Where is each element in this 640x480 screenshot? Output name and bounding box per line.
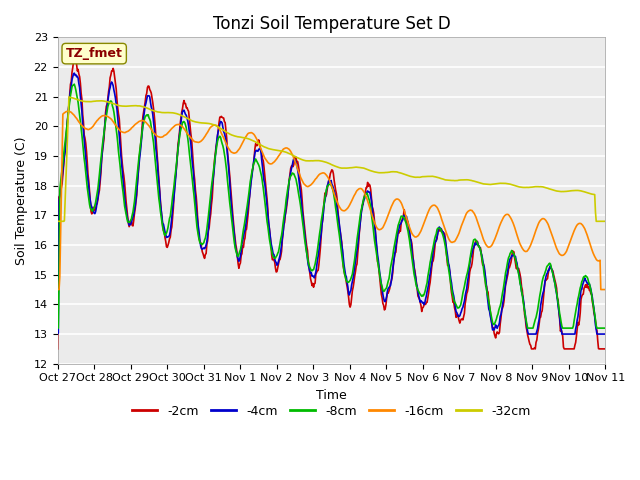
Title: Tonzi Soil Temperature Set D: Tonzi Soil Temperature Set D — [212, 15, 451, 33]
Legend: -2cm, -4cm, -8cm, -16cm, -32cm: -2cm, -4cm, -8cm, -16cm, -32cm — [127, 400, 536, 423]
X-axis label: Time: Time — [316, 389, 347, 402]
Y-axis label: Soil Temperature (C): Soil Temperature (C) — [15, 136, 28, 265]
Text: TZ_fmet: TZ_fmet — [66, 47, 123, 60]
